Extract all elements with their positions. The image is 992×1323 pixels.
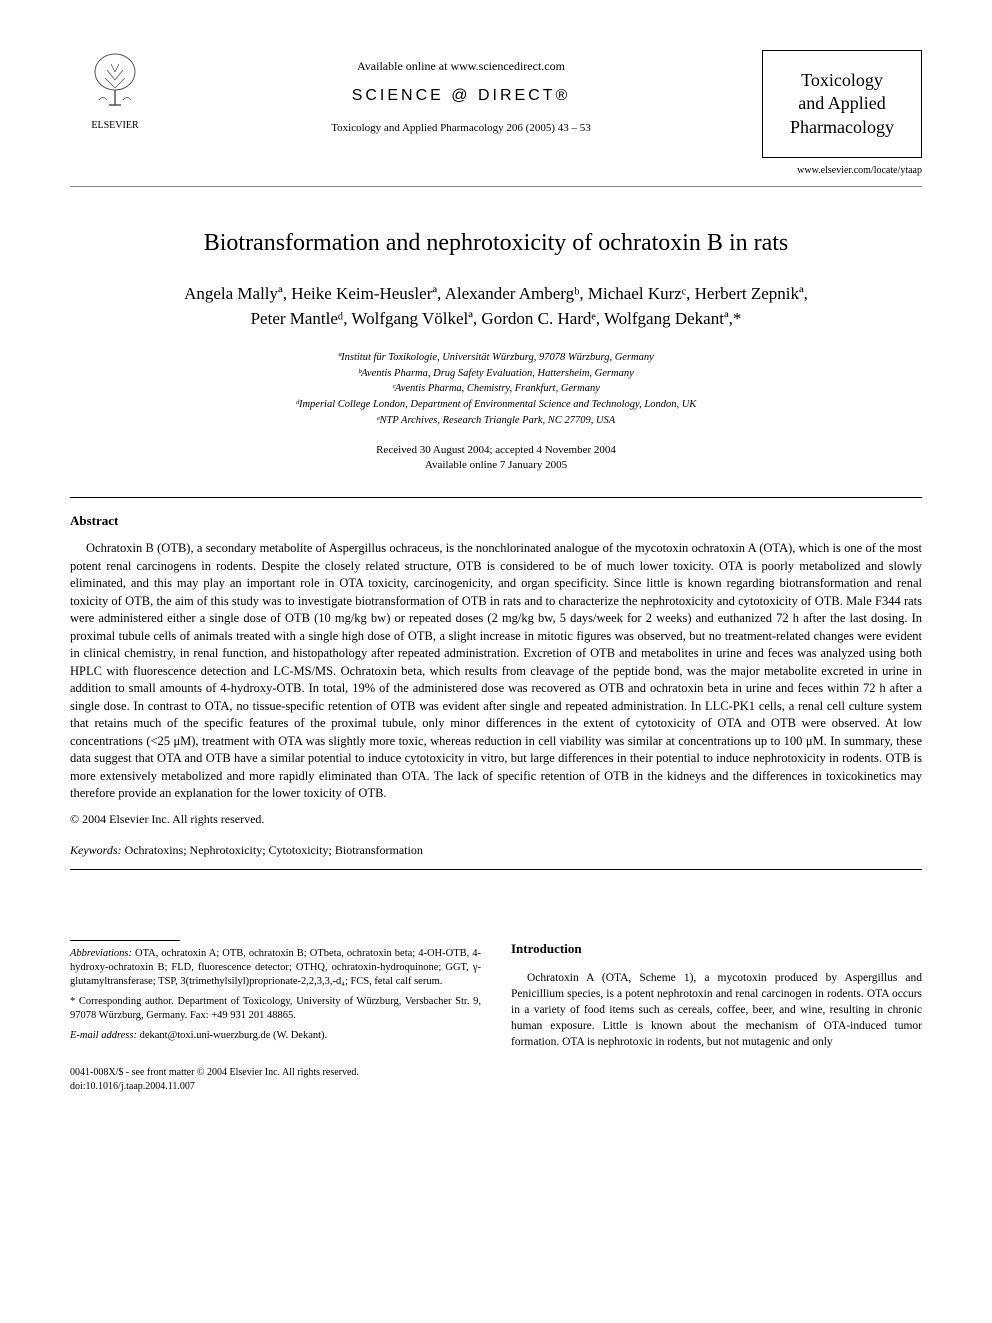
journal-name-line2: and Applied bbox=[769, 92, 915, 115]
corresponding-footnote: * Corresponding author. Department of To… bbox=[70, 995, 481, 1023]
affiliation-e: ᵉNTP Archives, Research Triangle Park, N… bbox=[70, 413, 922, 429]
introduction-heading: Introduction bbox=[511, 940, 922, 958]
abstract-body: Ochratoxin B (OTB), a secondary metaboli… bbox=[70, 540, 922, 803]
footer-doi: doi:10.1016/j.taap.2004.11.007 bbox=[70, 1080, 359, 1094]
right-column: Introduction Ochratoxin A (OTA, Scheme 1… bbox=[511, 940, 922, 1051]
abbreviations-footnote: Abbreviations: OTA, ochratoxin A; OTB, o… bbox=[70, 947, 481, 990]
elsevier-label: ELSEVIER bbox=[70, 119, 160, 133]
affiliation-a: ªInstitut für Toxikologie, Universität W… bbox=[70, 350, 922, 366]
keywords: Keywords: Ochratoxins; Nephrotoxicity; C… bbox=[70, 842, 922, 859]
elsevier-logo: ELSEVIER bbox=[70, 50, 160, 133]
header-divider bbox=[70, 186, 922, 187]
abstract-copyright: © 2004 Elsevier Inc. All rights reserved… bbox=[70, 811, 922, 828]
elsevier-tree-icon bbox=[85, 50, 145, 110]
article-title: Biotransformation and nephrotoxicity of … bbox=[70, 227, 922, 261]
affiliation-c: ᶜAventis Pharma, Chemistry, Frankfurt, G… bbox=[70, 381, 922, 397]
authors-line1: Angela Mallyª, Heike Keim-Heuslerª, Alex… bbox=[184, 284, 808, 303]
abbreviations-label: Abbreviations: bbox=[70, 948, 132, 959]
abstract-top-divider bbox=[70, 497, 922, 498]
authors-line2: Peter Mantleᵈ, Wolfgang Völkelª, Gordon … bbox=[251, 309, 742, 328]
two-column-layout: Abbreviations: OTA, ochratoxin A; OTB, o… bbox=[70, 940, 922, 1051]
available-online-text: Available online at www.sciencedirect.co… bbox=[160, 58, 762, 75]
footer-copyright: 0041-008X/$ - see front matter © 2004 El… bbox=[70, 1066, 359, 1080]
left-column: Abbreviations: OTA, ochratoxin A; OTB, o… bbox=[70, 940, 481, 1051]
journal-reference: Toxicology and Applied Pharmacology 206 … bbox=[160, 121, 762, 136]
email-text: dekant@toxi.uni-wuerzburg.de (W. Dekant)… bbox=[140, 1030, 328, 1041]
keywords-text: Ochratoxins; Nephrotoxicity; Cytotoxicit… bbox=[125, 843, 423, 857]
affiliation-b: ᵇAventis Pharma, Drug Safety Evaluation,… bbox=[70, 366, 922, 382]
corresponding-label: * Corresponding author. bbox=[70, 996, 174, 1007]
online-date: Available online 7 January 2005 bbox=[70, 458, 922, 473]
abbreviations-text: OTA, ochratoxin A; OTB, ochratoxin B; OT… bbox=[70, 948, 481, 987]
email-footnote: E-mail address: dekant@toxi.uni-wuerzbur… bbox=[70, 1029, 481, 1043]
header-center: Available online at www.sciencedirect.co… bbox=[160, 50, 762, 137]
journal-name-line3: Pharmacology bbox=[769, 116, 915, 139]
affiliations: ªInstitut für Toxikologie, Universität W… bbox=[70, 350, 922, 429]
affiliation-d: ᵈImperial College London, Department of … bbox=[70, 397, 922, 413]
abstract-heading: Abstract bbox=[70, 512, 922, 530]
journal-url: www.elsevier.com/locate/ytaap bbox=[762, 164, 922, 178]
keywords-label: Keywords: bbox=[70, 843, 122, 857]
footer: 0041-008X/$ - see front matter © 2004 El… bbox=[70, 1066, 922, 1094]
journal-name-line1: Toxicology bbox=[769, 69, 915, 92]
authors: Angela Mallyª, Heike Keim-Heuslerª, Alex… bbox=[70, 281, 922, 332]
sciencedirect-logo: SCIENCE @ DIRECT® bbox=[160, 85, 762, 107]
dates: Received 30 August 2004; accepted 4 Nove… bbox=[70, 443, 922, 474]
journal-logo: Toxicology and Applied Pharmacology bbox=[762, 50, 922, 158]
abstract-bottom-divider bbox=[70, 869, 922, 870]
introduction-body: Ochratoxin A (OTA, Scheme 1), a mycotoxi… bbox=[511, 970, 922, 1050]
received-date: Received 30 August 2004; accepted 4 Nove… bbox=[70, 443, 922, 458]
footer-left: 0041-008X/$ - see front matter © 2004 El… bbox=[70, 1066, 359, 1094]
footnote-divider bbox=[70, 940, 180, 941]
email-label: E-mail address: bbox=[70, 1030, 137, 1041]
header-row: ELSEVIER Available online at www.science… bbox=[70, 50, 922, 178]
journal-logo-container: Toxicology and Applied Pharmacology www.… bbox=[762, 50, 922, 178]
